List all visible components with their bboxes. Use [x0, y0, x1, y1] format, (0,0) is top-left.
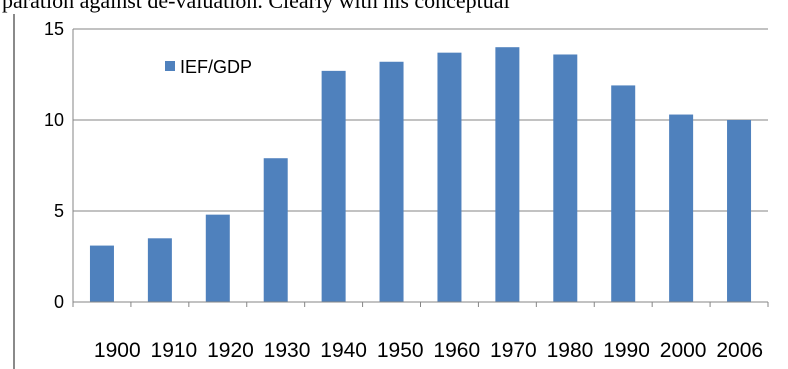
clipped-paragraph-text: paration against de-valuation. Clearly w… [2, 0, 510, 13]
x-tick-label: 1950 [377, 339, 424, 362]
x-tick-label: 2000 [660, 339, 707, 362]
x-tick-label: 1960 [433, 339, 480, 362]
x-tick-label: 1910 [151, 339, 198, 362]
legend-swatch [165, 61, 175, 71]
legend-label: IEF/GDP [180, 57, 252, 77]
bar-1950 [379, 61, 404, 303]
bar-1940 [321, 70, 346, 302]
x-tick-label: 2006 [716, 339, 763, 362]
bar-1980 [553, 54, 578, 303]
bar-1910 [147, 238, 172, 302]
x-axis-ticks: 1900 1910 1920 1930 1940 1950 1960 1970 1980 1990… [94, 339, 763, 362]
y-tick-label: 10 [44, 110, 64, 130]
axes [72, 29, 769, 307]
bar-2006 [727, 120, 752, 302]
y-tick-label: 5 [54, 201, 64, 221]
bar-1960 [437, 52, 462, 302]
bar-1990 [611, 85, 636, 302]
x-tick-label: 1970 [490, 339, 537, 362]
y-tick-label: 0 [54, 292, 64, 312]
bar-1930 [263, 158, 288, 302]
bar-1920 [205, 214, 230, 302]
x-tick-label: 1920 [207, 339, 254, 362]
x-tick-label: 1930 [264, 339, 311, 362]
bar-1970 [495, 47, 520, 303]
bar-series [89, 47, 752, 303]
gridlines [73, 28, 768, 212]
x-tick-label: 1990 [603, 339, 650, 362]
x-tick-label: 1940 [320, 339, 367, 362]
figure-left-border [13, 14, 15, 369]
x-tick-label: 1980 [547, 339, 594, 362]
legend: IEF/GDP [165, 57, 252, 77]
y-axis-ticks: 0 5 10 15 [44, 19, 64, 312]
bar-2000 [669, 114, 694, 302]
y-tick-label: 15 [44, 19, 64, 39]
x-tick-label: 1900 [94, 339, 141, 362]
bar-1900 [89, 245, 114, 302]
